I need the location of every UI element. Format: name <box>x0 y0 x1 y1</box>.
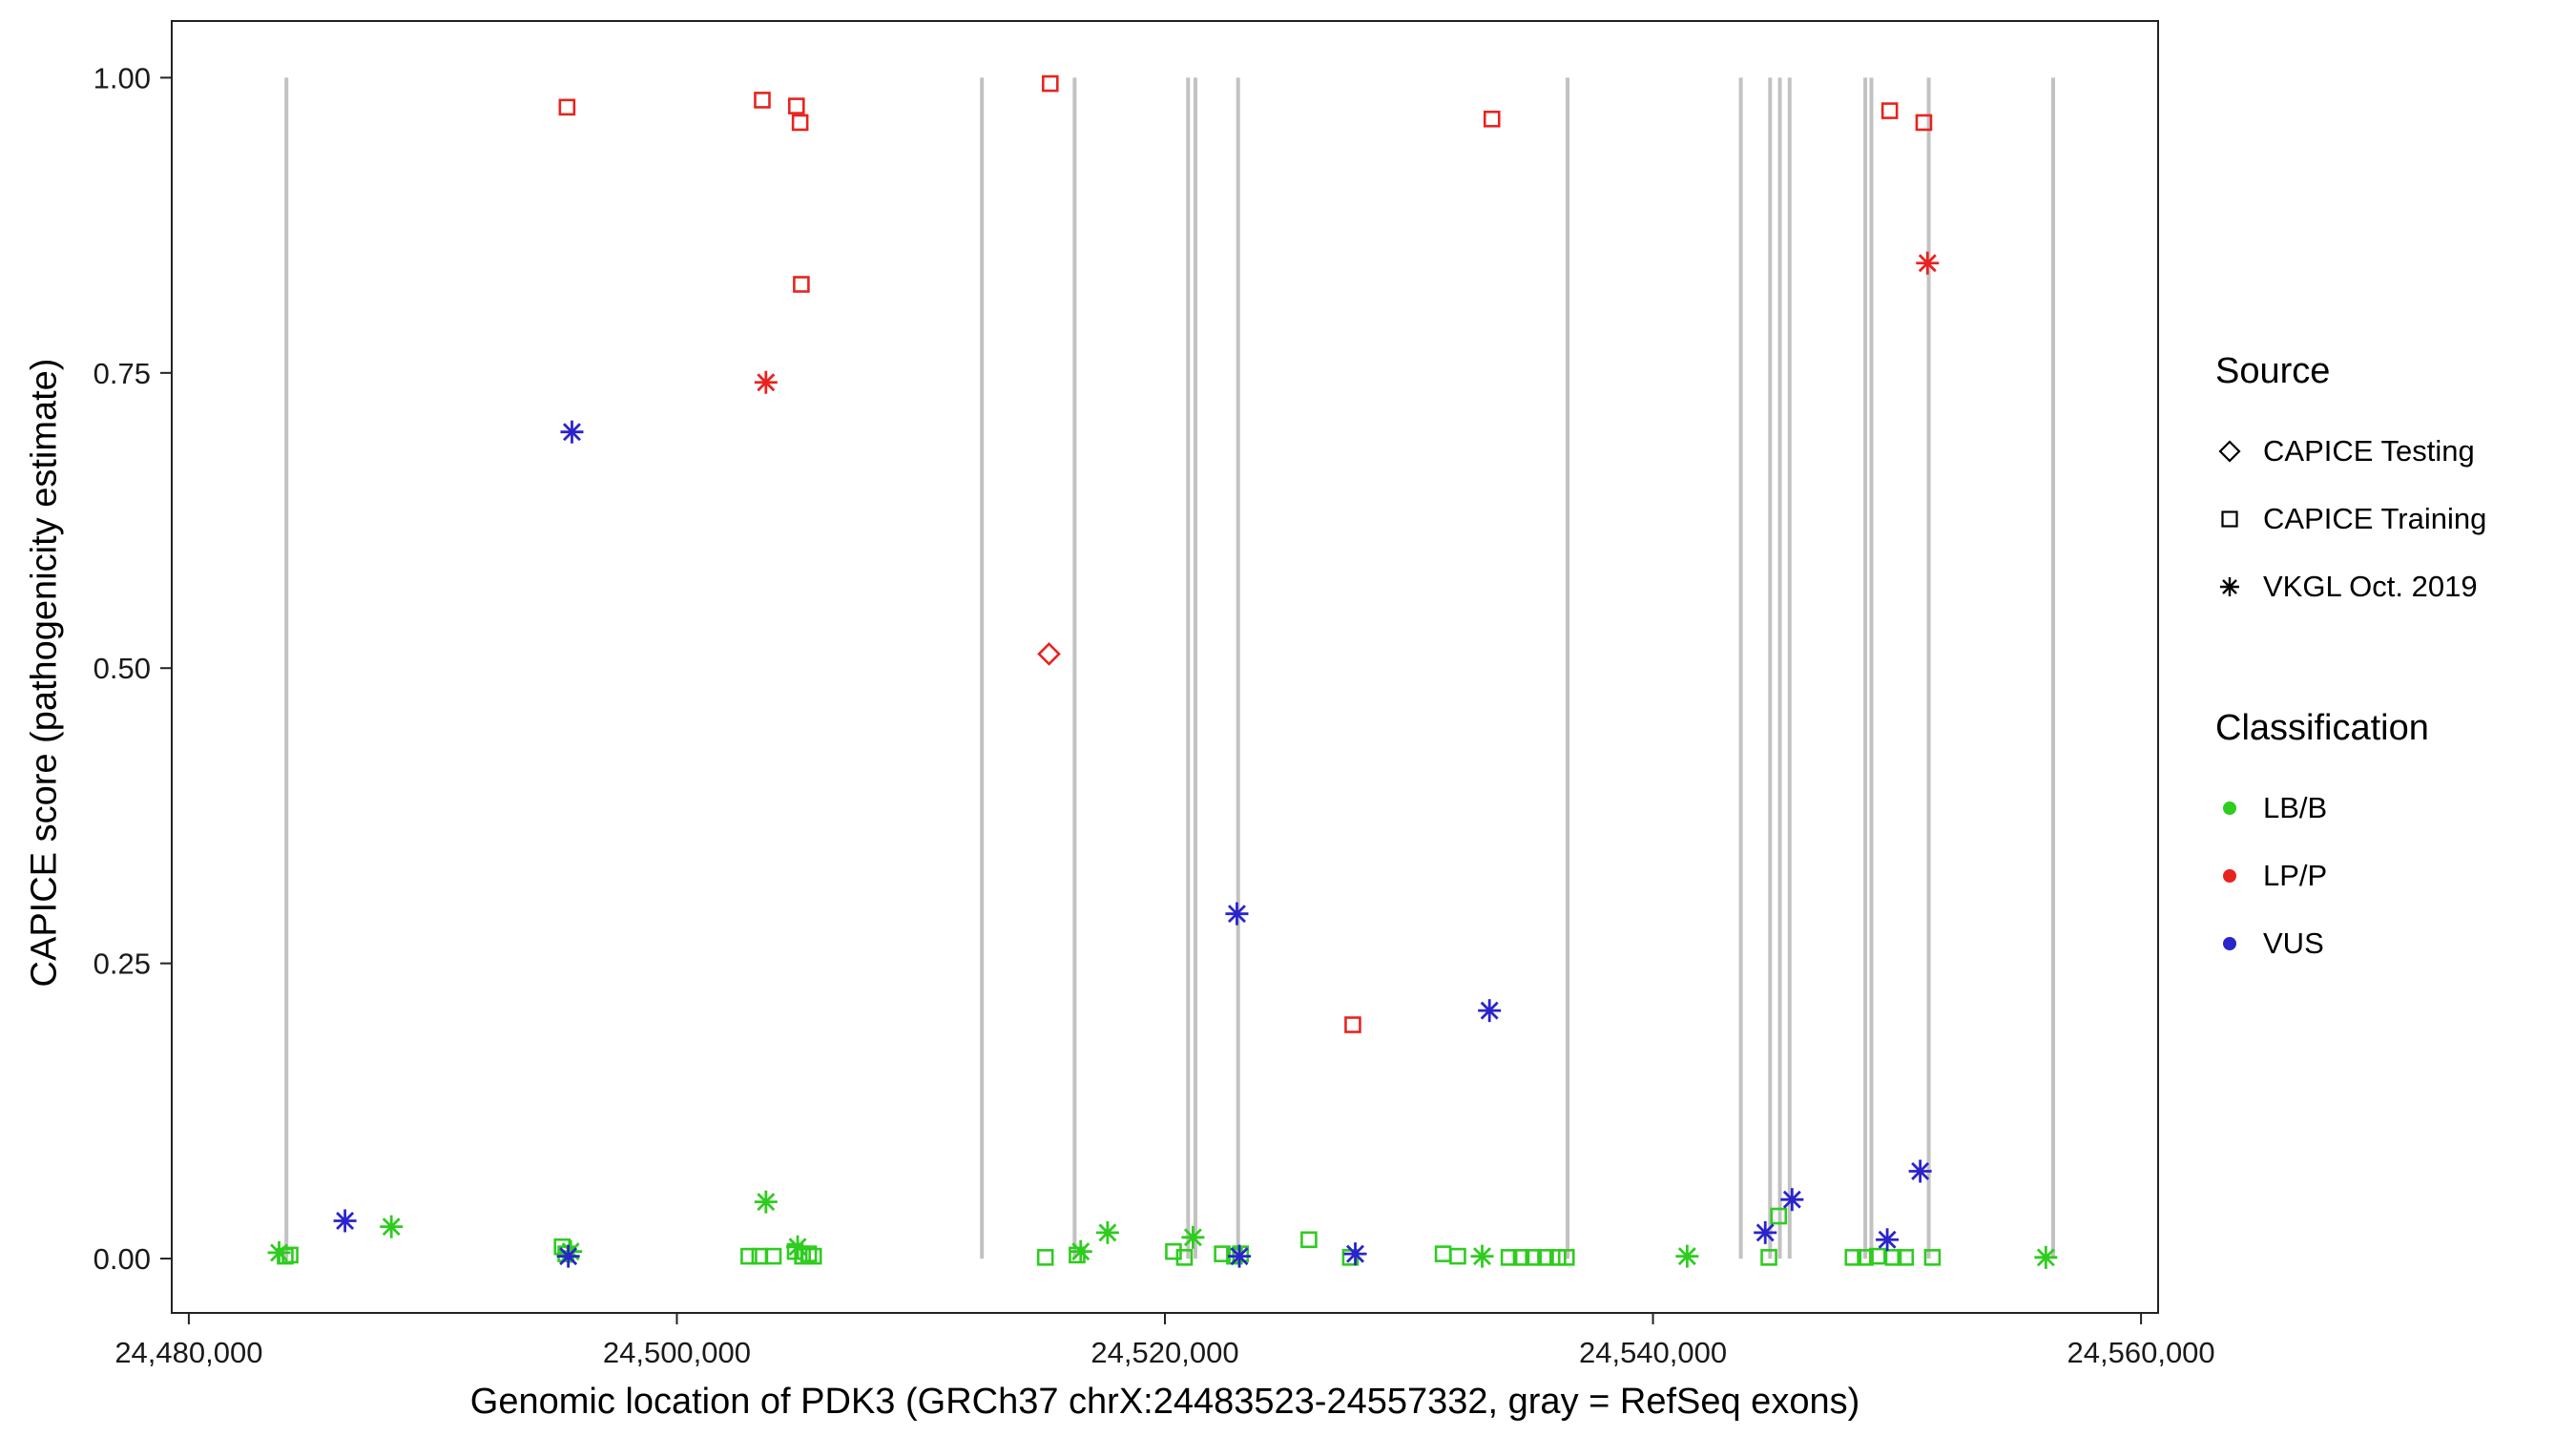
legend-item-capice-testing: CAPICE Testing <box>2215 417 2486 485</box>
asterisk-icon <box>2220 576 2239 596</box>
square-icon <box>2221 510 2238 528</box>
legend-item-label: VKGL Oct. 2019 <box>2263 569 2478 603</box>
vus-dot-icon <box>2223 936 2236 950</box>
svg-text:0.50: 0.50 <box>93 652 151 685</box>
svg-text:0.75: 0.75 <box>93 357 151 390</box>
legend-classification-title: Classification <box>2215 708 2429 748</box>
legend-group-source: Source CAPICE Testing CAPICE Training <box>2215 351 2486 620</box>
legend-item-label: LB/B <box>2263 790 2328 824</box>
lbb-dot-icon <box>2223 801 2236 815</box>
svg-text:24,560,000: 24,560,000 <box>2067 1336 2215 1369</box>
diamond-icon <box>2218 439 2241 463</box>
legend-item-label: LP/P <box>2263 858 2328 892</box>
legend-item-lpp: LP/P <box>2215 842 2486 909</box>
legend-item-label: CAPICE Testing <box>2263 433 2475 468</box>
svg-text:24,540,000: 24,540,000 <box>1579 1336 1727 1369</box>
svg-text:24,480,000: 24,480,000 <box>114 1336 262 1369</box>
legend-source-title: Source <box>2215 351 2331 391</box>
legend-item-label: VUS <box>2263 926 2324 960</box>
svg-text:0.25: 0.25 <box>93 947 151 981</box>
svg-text:24,500,000: 24,500,000 <box>603 1336 751 1369</box>
legend-item-label: CAPICE Training <box>2263 501 2487 535</box>
legend: Source CAPICE Testing CAPICE Training <box>2215 351 2486 977</box>
legend-item-lbb: LB/B <box>2215 774 2486 842</box>
legend-item-capice-training: CAPICE Training <box>2215 485 2486 552</box>
legend-item-vkgl: VKGL Oct. 2019 <box>2215 552 2486 620</box>
lpp-dot-icon <box>2223 868 2236 883</box>
legend-group-classification: Classification LB/B LP/P VUS <box>2215 708 2486 977</box>
svg-text:24,520,000: 24,520,000 <box>1091 1336 1238 1369</box>
y-axis-title: CAPICE score (pathogenicity estimate) <box>24 358 65 988</box>
svg-text:0.00: 0.00 <box>93 1242 151 1276</box>
legend-item-vus: VUS <box>2215 909 2486 977</box>
svg-text:1.00: 1.00 <box>93 61 151 94</box>
x-axis-title: Genomic location of PDK3 (GRCh37 chrX:24… <box>469 1382 1860 1422</box>
